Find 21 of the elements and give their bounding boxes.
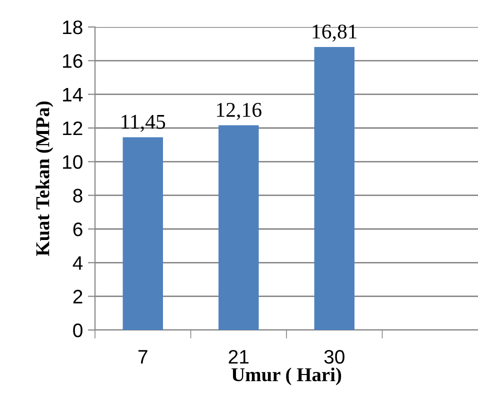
data-label: 11,45 <box>122 114 166 132</box>
y-tick-label: 2 <box>73 290 82 304</box>
bar <box>122 137 163 330</box>
y-tick-label: 10 <box>63 155 82 169</box>
data-label: 16,81 <box>312 24 357 42</box>
y-tick-label: 16 <box>63 54 82 68</box>
x-axis-title: Umur ( Hari) <box>232 368 342 386</box>
x-tick-label: 30 <box>324 350 344 364</box>
bar <box>218 125 259 330</box>
y-tick-label: 18 <box>63 20 82 34</box>
x-tick-label: 7 <box>138 350 148 364</box>
y-tick-label: 6 <box>73 222 82 236</box>
data-label: 12,16 <box>217 102 262 120</box>
x-tick-label: 21 <box>228 350 248 364</box>
y-axis-title: Kuat Tekan (MPa) <box>36 102 54 256</box>
y-tick-label: 12 <box>63 121 82 136</box>
y-tick-label: 4 <box>72 256 83 270</box>
bar <box>314 47 354 330</box>
y-tick-label: 8 <box>73 188 82 203</box>
y-tick-label: 14 <box>63 88 83 102</box>
y-tick-label: 0 <box>73 323 82 338</box>
